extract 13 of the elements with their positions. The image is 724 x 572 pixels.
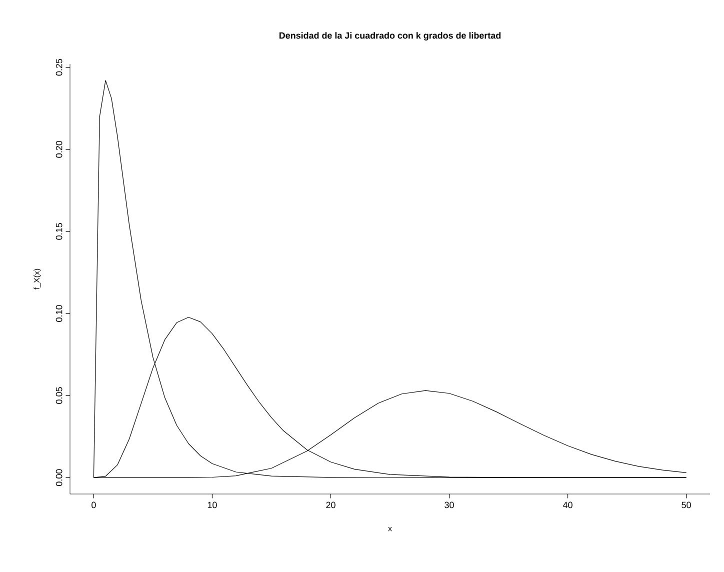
y-tick-label: 0.15 xyxy=(56,223,62,240)
x-tick-label: 10 xyxy=(208,502,217,508)
y-tick-label: 0.20 xyxy=(56,140,62,158)
x-tick-label: 30 xyxy=(444,502,454,508)
x-tick-label: 40 xyxy=(563,502,572,508)
x-tick-label: 50 xyxy=(682,502,691,508)
x-tick-label: 20 xyxy=(326,502,336,508)
y-tick-label: 0.25 xyxy=(56,58,62,76)
y-tick-label: 0.10 xyxy=(56,305,62,322)
y-tick-label: 0.05 xyxy=(56,387,62,404)
y-tick-label: 0.00 xyxy=(56,469,62,486)
chart-title: Densidad de la Ji cuadrado con k grados de libertad xyxy=(279,32,501,41)
x-tick-label: 0 xyxy=(92,502,96,508)
